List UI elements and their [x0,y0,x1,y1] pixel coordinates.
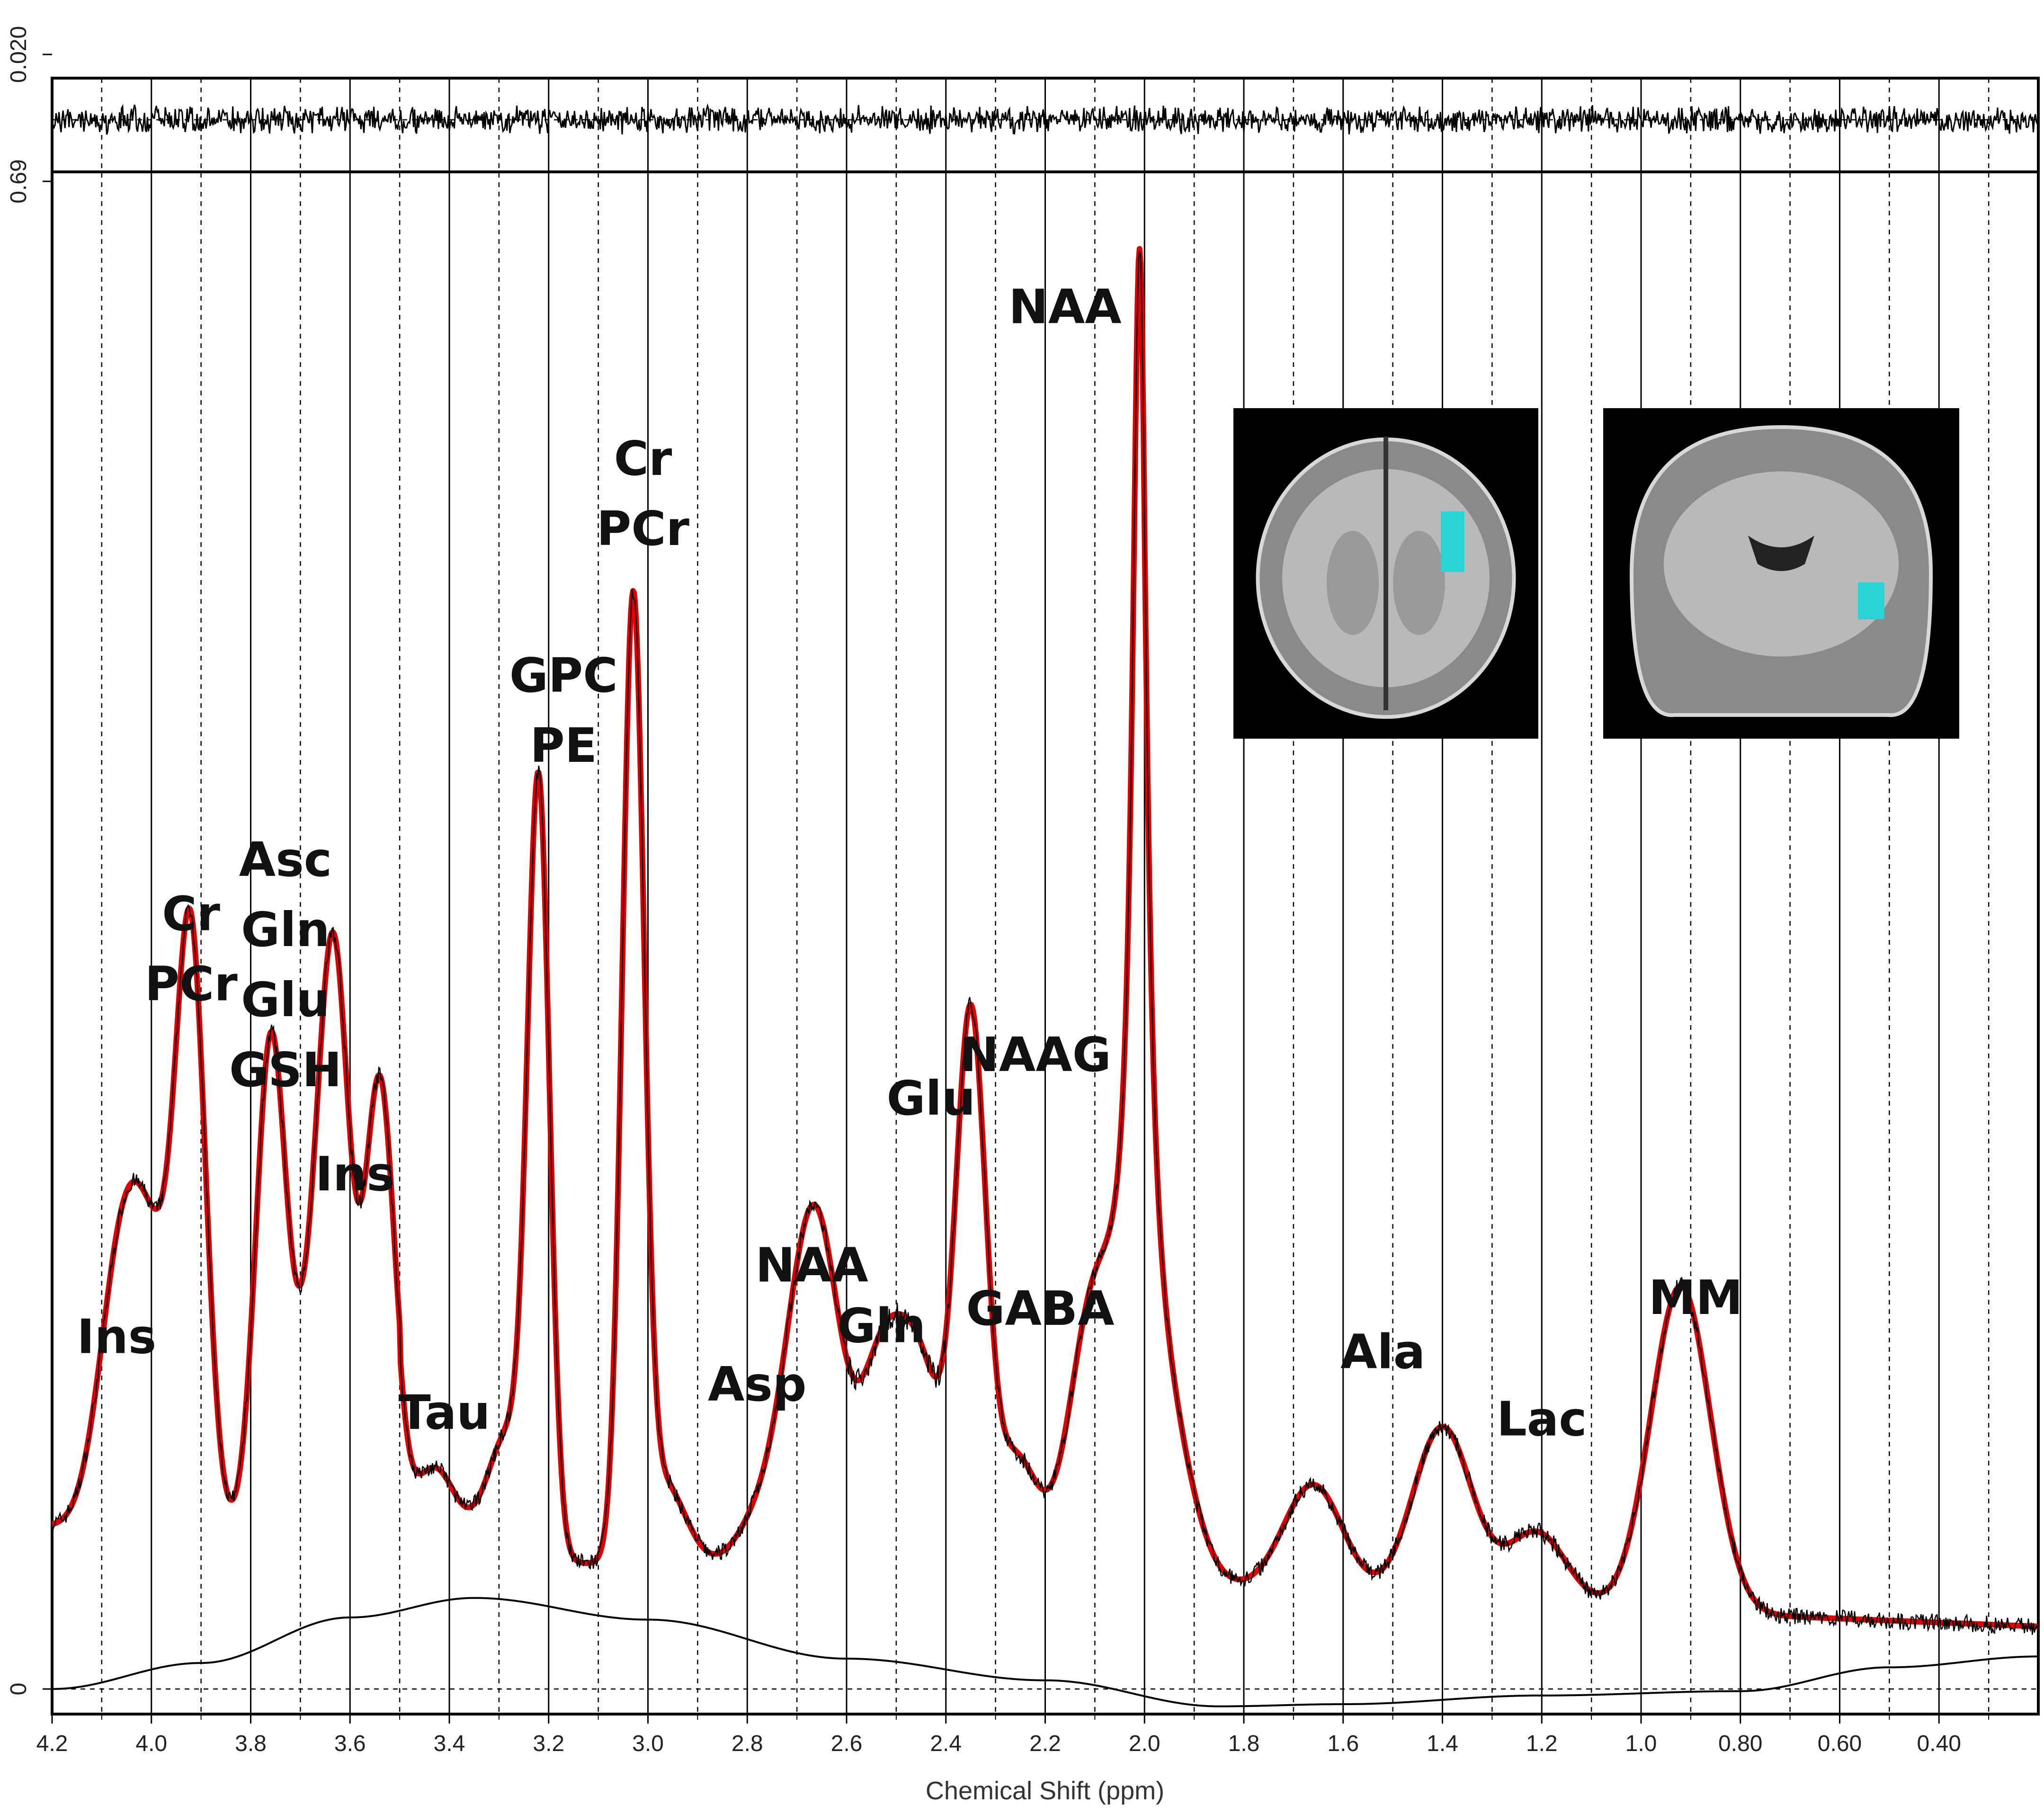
coronal-inset [1603,408,1959,739]
left-nucleus [1327,531,1379,635]
peak-label: GPC [509,648,618,703]
x-tick-label: 3.4 [434,1731,465,1756]
peak-label: Ins [315,1146,395,1202]
x-tick-label: 2.2 [1029,1731,1061,1756]
spectrum-series [50,103,2040,1707]
x-tick-label: 2.8 [732,1731,763,1756]
x-axis: 4.2 4.0 3.8 3.6 3.4 3.2 3.0 2.8 2.6 2.4 2.2 2.0 1.8 1… [36,1714,1990,1756]
right-nucleus [1393,531,1445,635]
x-tick-label: 0.40 [1917,1731,1961,1756]
baseline-series [52,1597,2038,1707]
fit-series [50,246,2040,1629]
x-tick-label: 2.0 [1129,1731,1160,1756]
x-tick-label: 3.2 [533,1731,564,1756]
x-axis-title: Chemical Shift (ppm) [926,1777,1164,1805]
peak-label: NAA [755,1237,868,1293]
x-tick-label: 3.0 [632,1731,664,1756]
peak-label: Glu [887,1071,976,1126]
peak-label: Ins [77,1309,156,1364]
x-tick-label: 1.4 [1427,1731,1458,1756]
x-tick-label: 0.80 [1718,1731,1762,1756]
peak-label: PE [530,718,597,773]
voxel-marker [1441,511,1464,572]
x-tick-label: 4.0 [135,1731,167,1756]
peak-label: MM [1649,1270,1743,1325]
x-tick-label: 2.4 [930,1731,962,1756]
x-tick-label: 4.2 [36,1731,68,1756]
x-tick-label: 3.6 [334,1731,366,1756]
peak-label: Cr [162,886,220,942]
x-tick-label: 1.2 [1526,1731,1558,1756]
peak-label: PCr [145,956,238,1012]
main-y-zero-label: 0 [6,1683,31,1696]
x-tick-label: 2.6 [831,1731,863,1756]
peak-labels: NAACrPCrGPCPECrPCrAscGlnGluGSHInsNAAGGlu… [77,279,1743,1447]
peak-label: NAAG [959,1027,1111,1082]
main-y-top-label: 0.69 [6,159,31,203]
x-tick-label: 0.60 [1818,1731,1862,1756]
axial-inset [1233,408,1538,739]
peak-label: Cr [614,431,672,486]
voxel-marker [1858,582,1884,619]
x-tick-label: 1.8 [1228,1731,1260,1756]
x-tick-label: 3.8 [235,1731,267,1756]
mri-insets [1233,408,1959,739]
peak-label: Gln [837,1298,926,1353]
peak-label: Ala [1340,1324,1425,1379]
peak-label: Glu [241,972,330,1028]
peak-label: Gln [241,902,330,957]
measured-series [51,250,2039,1635]
peak-label: GSH [229,1042,342,1098]
peak-label: Asp [708,1357,807,1412]
residual-series [51,103,2039,135]
residual-y-label: 0.020 [6,26,31,83]
x-tick-label: 1.6 [1327,1731,1359,1756]
peak-label: Asc [239,832,332,887]
peak-label: GABA [966,1281,1114,1336]
peak-label: PCr [597,501,690,556]
peak-label: NAA [1009,279,1121,335]
y-axis-labels: 0.020 0.69 0 [6,26,52,1695]
x-tick-label: 1.0 [1625,1731,1657,1756]
peak-label: Tau [399,1385,491,1440]
vertical-gridlines [51,78,2038,1714]
peak-label: Lac [1497,1391,1587,1447]
ventricles [1748,536,1814,571]
